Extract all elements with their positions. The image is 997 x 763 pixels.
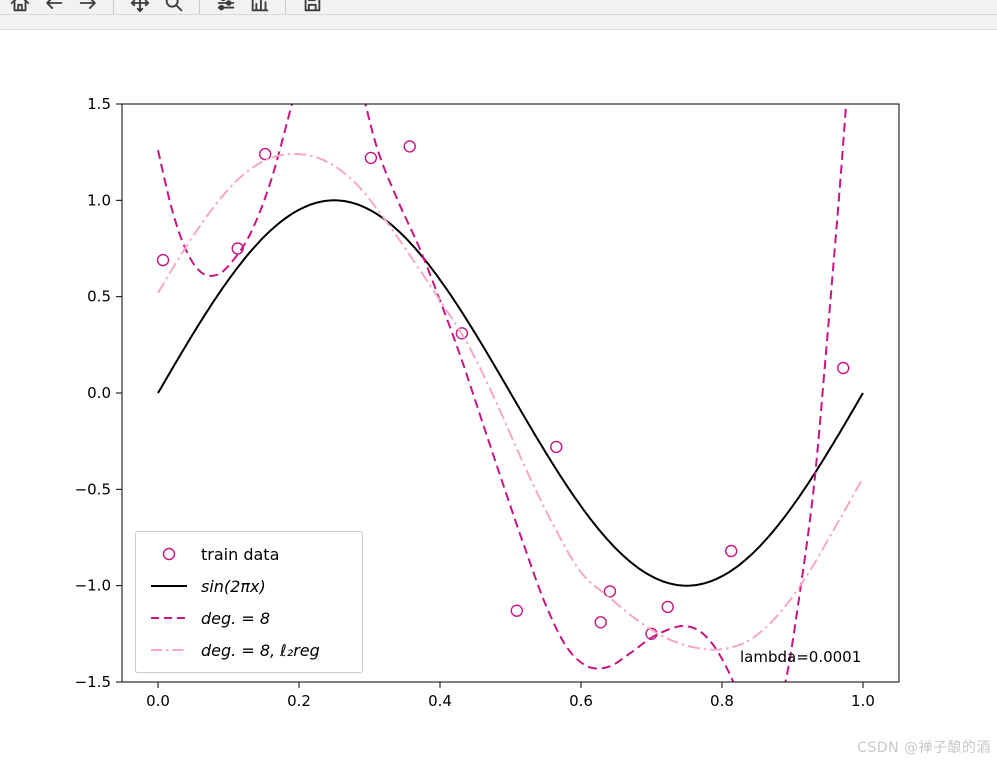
matplotlib-toolbar: [0, 0, 997, 30]
home-icon: [10, 0, 29, 11]
x-tick-label: 0.8: [710, 692, 734, 710]
legend-label-sin: sin(2πx): [201, 576, 266, 596]
customize-button[interactable]: [246, 0, 273, 16]
x-tick-label: 0.6: [569, 692, 593, 710]
pan-icon: [130, 0, 149, 12]
toolbar-row: [6, 0, 325, 16]
x-tick-label: 1.0: [851, 692, 875, 710]
legend-item-train-data: train data: [136, 539, 362, 569]
y-tick-label: 1.0: [87, 191, 111, 209]
x-axis: 0.0 0.2 0.4 0.6 0.8 1.0: [146, 682, 875, 710]
train-data-marker: [594, 616, 607, 629]
train-data-marker: [661, 600, 674, 614]
configure-subplots-button[interactable]: [212, 0, 239, 16]
series-line-1: [157, 104, 848, 682]
toolbar-underline: [0, 14, 997, 15]
train-data-points: [156, 140, 850, 640]
legend-item-sin: sin(2πx): [136, 571, 362, 601]
legend-marker-train-data: [162, 547, 176, 561]
legend-item-deg8: deg. = 8: [136, 603, 362, 633]
train-data-marker: [510, 604, 523, 617]
y-tick-label: 0.0: [87, 384, 111, 402]
watermark: CSDN @禅子酿的酒: [857, 740, 991, 756]
forward-button[interactable]: [74, 0, 101, 16]
zoom-button[interactable]: [160, 0, 187, 16]
y-tick-label: −1.0: [75, 577, 111, 595]
back-button[interactable]: [40, 0, 67, 16]
train-data-marker: [603, 585, 617, 598]
train-data-marker: [725, 544, 738, 558]
train-data-marker: [403, 140, 416, 153]
legend-line-deg8: [151, 617, 187, 619]
toolbar-separator: [285, 0, 286, 15]
y-tick-label: 0.5: [87, 288, 111, 306]
x-tick-label: 0.4: [428, 692, 452, 710]
legend-line-deg8-reg: [151, 649, 187, 651]
y-tick-label: −0.5: [75, 480, 111, 498]
toolbar-separator: [113, 0, 114, 15]
train-data-marker: [156, 253, 170, 267]
axes-options-icon: [251, 0, 268, 11]
y-tick-label: −1.5: [75, 673, 111, 691]
x-tick-label: 0.2: [287, 692, 311, 710]
series-line-2: [157, 152, 864, 651]
train-data-marker: [455, 327, 469, 340]
legend-item-deg8-reg: deg. = 8, ℓ₂reg: [136, 635, 362, 665]
legend-label-deg8-reg: deg. = 8, ℓ₂reg: [201, 640, 320, 660]
legend: train data sin(2πx) deg. = 8 deg. = 8, ℓ…: [135, 531, 363, 673]
train-data-marker: [550, 440, 563, 454]
series-line-0: [157, 199, 864, 587]
back-arrow-icon: [45, 0, 62, 9]
train-data-marker: [364, 151, 378, 165]
plot-area: [156, 104, 864, 682]
legend-label-train-data: train data: [201, 544, 280, 564]
legend-label-deg8: deg. = 8: [201, 608, 270, 628]
save-button[interactable]: [298, 0, 325, 16]
save-floppy-icon: [304, 0, 320, 11]
zoom-icon: [165, 0, 182, 11]
toolbar-separator: [199, 0, 200, 15]
train-data-marker: [259, 147, 272, 161]
x-tick-label: 0.0: [146, 692, 170, 710]
pan-button[interactable]: [126, 0, 153, 16]
train-data-marker: [231, 242, 244, 255]
forward-arrow-icon: [79, 0, 96, 9]
y-tick-label: 1.5: [87, 95, 111, 113]
y-axis: −1.5 −1.0 −0.5 0.0 0.5 1.0 1.5: [75, 95, 122, 691]
sliders-icon: [217, 0, 234, 10]
lambda-annotation: lambda=0.0001: [740, 648, 862, 666]
legend-line-sin: [151, 585, 187, 587]
home-button[interactable]: [6, 0, 33, 16]
train-data-marker: [837, 361, 850, 375]
